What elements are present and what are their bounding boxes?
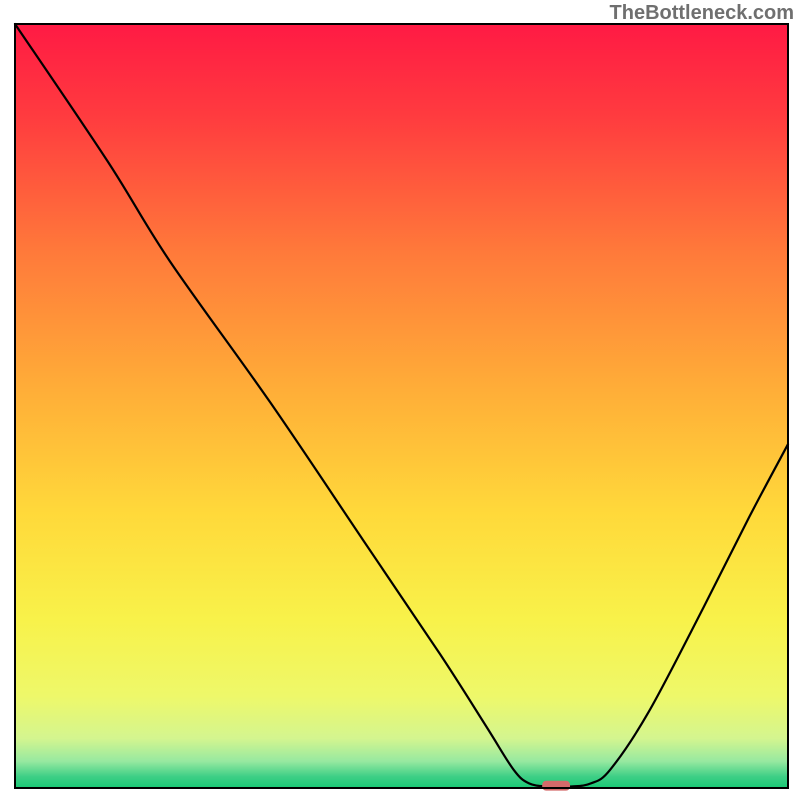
watermark-label: TheBottleneck.com	[610, 2, 794, 25]
optimal-marker	[542, 781, 570, 791]
chart-stage: TheBottleneck.com	[0, 0, 800, 800]
plot-background	[15, 24, 788, 788]
bottleneck-chart	[0, 0, 800, 800]
